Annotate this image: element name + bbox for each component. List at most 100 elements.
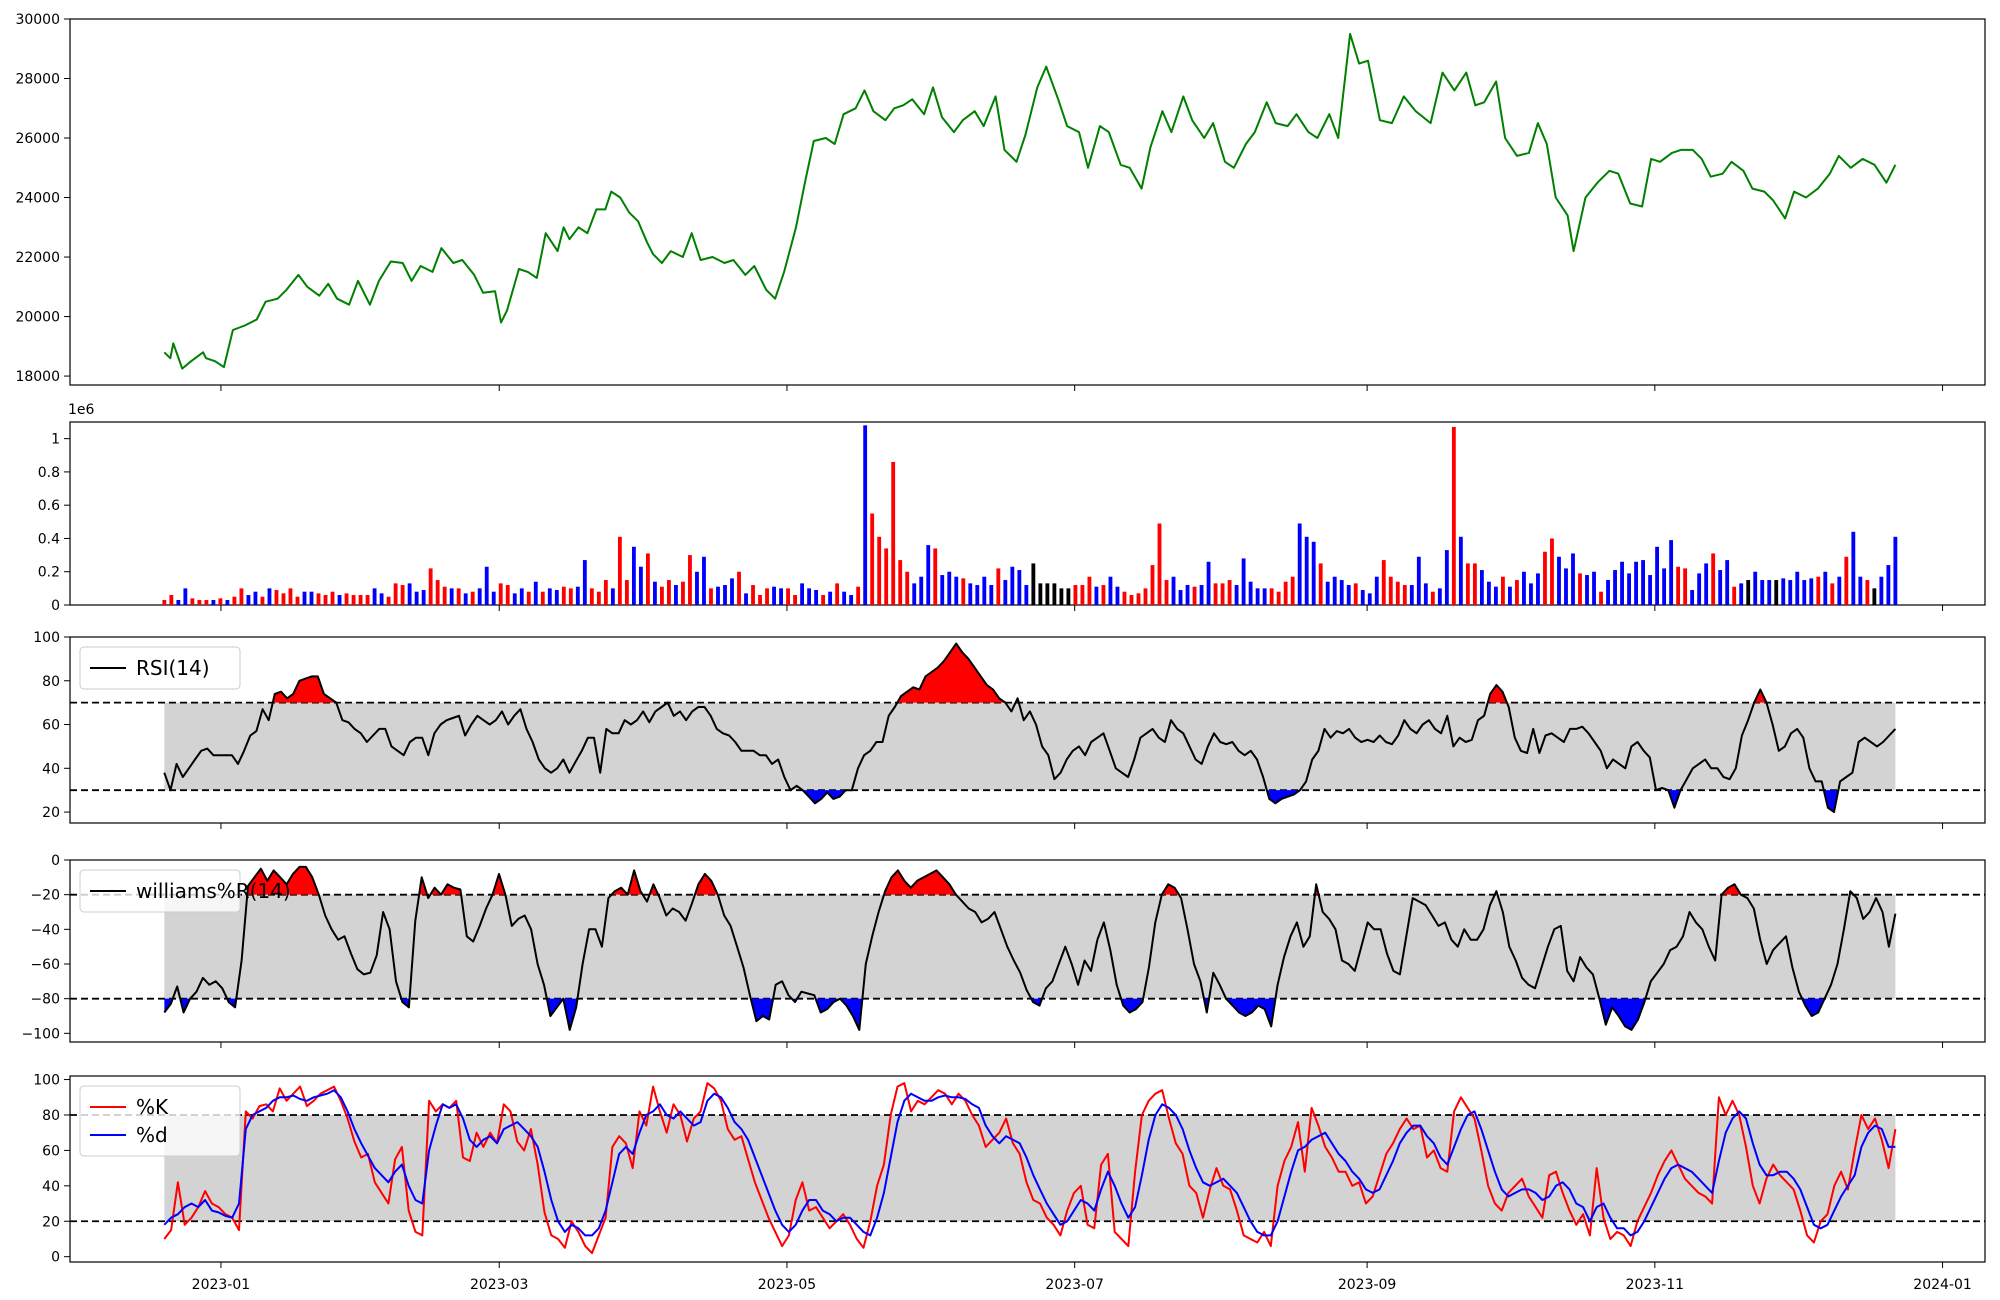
volume-bar [456, 588, 461, 605]
volume-bar [1045, 583, 1050, 605]
volume-bar [1269, 588, 1274, 605]
volume-bar [316, 593, 321, 605]
volume-bar [414, 591, 419, 605]
volume-bar [645, 553, 650, 605]
volume-bar [1676, 566, 1681, 605]
volume-bar [1479, 570, 1484, 605]
volume-bar [1599, 591, 1603, 605]
williams-tick-label: 0 [51, 853, 60, 869]
volume-bar [393, 583, 398, 605]
stoch-line-d [163, 1089, 1896, 1237]
legend-label: %K [136, 1095, 169, 1119]
volume-bar [1241, 558, 1246, 605]
volume-bar [1557, 556, 1561, 605]
volume-bar [1367, 593, 1372, 605]
volume-bar [533, 581, 538, 605]
volume-bar [442, 586, 447, 605]
volume-tick-label: 1 [51, 432, 60, 448]
volume-bar [1465, 563, 1470, 605]
volume-bar [1283, 581, 1288, 605]
x-tick-label: 2023-01 [192, 1277, 251, 1293]
volume-bar [1508, 586, 1512, 605]
volume-bar [1318, 563, 1323, 605]
volume-bar [1409, 585, 1414, 605]
volume-bar [737, 571, 741, 605]
volume-bar [260, 596, 265, 605]
rsi-tick-label: 40 [42, 761, 60, 777]
volume-bar [491, 591, 496, 605]
volume-bar [835, 583, 840, 605]
volume-bar [1802, 580, 1807, 605]
volume-bar [933, 548, 938, 605]
volume-bar [1837, 576, 1842, 605]
volume-bar [1164, 580, 1169, 605]
volume-bar [1669, 540, 1674, 605]
volume-bar [786, 588, 790, 605]
volume-panel: 0 0.2 0.4 0.6 0.8 1 1e6 [38, 402, 1986, 614]
volume-bar [386, 596, 391, 605]
williams-overbought-fill [1161, 884, 1179, 895]
volume-bar [723, 585, 727, 605]
volume-bar [667, 580, 671, 605]
volume-bar [1606, 580, 1610, 605]
williams-panel: −100 −80 −60 −40 −20 0 williams%R(14) [22, 853, 1986, 1048]
volume-bar [1388, 576, 1393, 605]
volume-bar [968, 583, 973, 605]
legend-label: RSI(14) [136, 656, 210, 680]
williams-oversold-fill [815, 998, 841, 1013]
volume-bar [1052, 583, 1057, 605]
volume-bar [1437, 588, 1442, 605]
price-tick-label: 24000 [15, 191, 60, 207]
volume-bar [1571, 553, 1575, 605]
volume-bar [197, 600, 202, 605]
volume-bar [940, 575, 945, 605]
volume-bar [1697, 573, 1702, 605]
volume-bar [281, 593, 286, 605]
volume-bar [989, 585, 994, 605]
volume-bar [1879, 576, 1884, 605]
legend-label: %d [136, 1123, 168, 1147]
volume-bar [765, 588, 769, 605]
williams-oversold-fill [1802, 998, 1825, 1016]
volume-bar [1851, 531, 1856, 605]
volume-bar [1171, 576, 1176, 605]
volume-bar [1458, 536, 1463, 605]
volume-bar [688, 555, 692, 605]
volume-bar [1500, 576, 1505, 605]
volume-bar [246, 595, 251, 605]
volume-bar [695, 571, 699, 605]
volume-bar [344, 593, 349, 605]
volume-bar [1536, 573, 1540, 605]
williams-oversold-fill [563, 998, 578, 1030]
stoch-line-k [163, 1082, 1897, 1255]
volume-bar [379, 593, 384, 605]
williams-overbought-fill [492, 873, 506, 895]
volume-bar [1781, 578, 1786, 605]
volume-bar [1444, 550, 1449, 605]
volume-bar [1760, 580, 1765, 605]
rsi-tick-label: 100 [33, 630, 60, 646]
volume-bar [1655, 546, 1660, 605]
volume-bar [505, 585, 510, 605]
williams-tick-label: −80 [30, 992, 60, 1008]
volume-bar [660, 586, 664, 605]
volume-bar [744, 593, 748, 605]
volume-bar [891, 461, 896, 605]
rsi-overbought-fill [1754, 689, 1767, 703]
volume-bar [1157, 523, 1162, 605]
volume-bar [828, 591, 833, 605]
volume-bar [1192, 586, 1197, 605]
price-tick-label: 26000 [15, 131, 60, 147]
volume-bar [1522, 571, 1526, 605]
williams-oversold-fill [750, 998, 774, 1022]
volume-bar [274, 590, 279, 605]
volume-bar [751, 585, 755, 605]
volume-bar [1129, 595, 1134, 605]
volume-bar [1830, 583, 1835, 605]
volume-bar [309, 591, 314, 605]
volume-bar [288, 588, 293, 605]
volume-bar [1739, 583, 1744, 605]
volume-bar [1613, 570, 1617, 605]
volume-bar [919, 576, 924, 605]
volume-bar [225, 600, 230, 605]
